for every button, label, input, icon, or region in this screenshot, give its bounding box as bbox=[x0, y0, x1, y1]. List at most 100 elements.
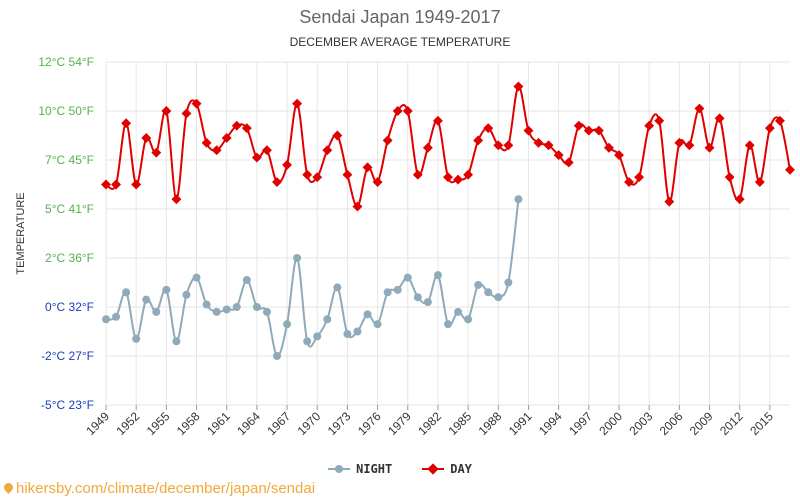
data-point-day bbox=[694, 103, 705, 114]
data-point-night bbox=[262, 307, 271, 316]
data-point-day bbox=[282, 159, 293, 170]
x-tick-label: 2006 bbox=[657, 409, 686, 438]
data-point-night bbox=[102, 315, 110, 324]
data-point-day bbox=[704, 142, 715, 153]
data-point-day bbox=[754, 177, 765, 187]
data-point-day bbox=[644, 120, 655, 131]
data-point-day bbox=[593, 125, 604, 136]
data-point-night bbox=[242, 276, 251, 285]
source-text: hikersby.com/climate/december/japan/send… bbox=[16, 480, 316, 497]
y-tick-label: 10°C 50°F bbox=[38, 104, 94, 118]
data-point-night bbox=[112, 312, 121, 321]
data-point-day bbox=[211, 145, 222, 156]
data-point-day bbox=[221, 133, 232, 143]
data-point-night bbox=[152, 307, 161, 316]
y-tick-label: -5°C 23°F bbox=[41, 398, 94, 412]
data-point-day bbox=[714, 113, 725, 124]
y-tick-label: 12°C 54°F bbox=[38, 55, 94, 69]
legend-night-label: NIGHT bbox=[356, 462, 393, 476]
data-point-night bbox=[132, 334, 141, 343]
data-point-night bbox=[232, 303, 241, 311]
data-point-night bbox=[454, 307, 463, 316]
source-link[interactable]: hikersby.com/climate/december/japan/send… bbox=[2, 480, 316, 497]
series-line-night bbox=[105, 199, 520, 358]
x-tick-label: 2000 bbox=[596, 409, 625, 438]
data-point-day bbox=[312, 172, 323, 183]
data-point-day bbox=[272, 177, 282, 187]
data-point-night bbox=[323, 315, 332, 324]
data-point-night bbox=[353, 327, 362, 336]
data-point-night bbox=[283, 320, 292, 329]
data-point-day bbox=[603, 142, 614, 153]
x-tick-label: 1988 bbox=[476, 409, 505, 438]
data-point-day bbox=[302, 169, 313, 180]
x-tick-label: 1949 bbox=[83, 409, 112, 438]
x-tick-label: 1970 bbox=[295, 409, 324, 438]
data-point-day bbox=[161, 106, 172, 116]
x-tick-label: 1994 bbox=[536, 409, 565, 438]
data-point-day bbox=[583, 125, 594, 136]
data-point-night bbox=[162, 285, 171, 294]
data-point-day bbox=[543, 140, 554, 151]
data-point-night bbox=[122, 288, 131, 297]
data-point-day bbox=[503, 140, 514, 151]
y-tick-label: 0°C 32°F bbox=[45, 300, 94, 314]
data-point-night bbox=[373, 320, 382, 329]
x-tick-label: 1961 bbox=[204, 409, 233, 438]
data-point-day bbox=[533, 137, 544, 148]
x-tick-label: 1952 bbox=[114, 409, 143, 438]
data-point-night bbox=[504, 278, 513, 287]
data-point-night bbox=[464, 315, 473, 324]
legend-night-marker-icon bbox=[328, 465, 351, 473]
data-point-night bbox=[393, 285, 402, 294]
data-point-night bbox=[383, 288, 392, 297]
chart-title: Sendai Japan 1949-2017 bbox=[299, 7, 501, 27]
data-point-day bbox=[121, 118, 132, 129]
data-point-night bbox=[413, 293, 422, 302]
data-point-night bbox=[293, 254, 302, 262]
x-tick-label: 2009 bbox=[687, 409, 716, 438]
legend-item-day[interactable]: DAY bbox=[422, 462, 472, 476]
legend-item-night[interactable]: NIGHT bbox=[328, 462, 392, 476]
x-tick-label: 1979 bbox=[385, 409, 414, 438]
data-point-day bbox=[473, 135, 484, 146]
data-point-day bbox=[523, 125, 534, 136]
data-point-day bbox=[443, 172, 453, 183]
data-point-day bbox=[171, 194, 182, 205]
legend-day-label: DAY bbox=[450, 462, 472, 476]
data-point-day bbox=[634, 172, 645, 183]
data-point-day bbox=[422, 142, 433, 153]
chart-subtitle: DECEMBER AVERAGE TEMPERATURE bbox=[289, 35, 511, 49]
data-point-night bbox=[444, 320, 452, 329]
y-tick-label: 2°C 36°F bbox=[45, 251, 94, 265]
data-point-day bbox=[251, 152, 262, 163]
data-point-night bbox=[202, 300, 211, 309]
data-point-night bbox=[343, 329, 352, 338]
x-tick-label: 2012 bbox=[717, 409, 746, 438]
data-point-night bbox=[403, 273, 412, 282]
data-point-day bbox=[322, 145, 333, 156]
data-point-night bbox=[433, 271, 442, 280]
data-point-day bbox=[231, 120, 242, 131]
data-point-day bbox=[372, 177, 383, 187]
data-point-day bbox=[684, 140, 695, 151]
x-tick-label: 1955 bbox=[144, 409, 173, 438]
data-point-day bbox=[111, 179, 122, 190]
data-point-day bbox=[453, 174, 464, 185]
data-point-day bbox=[362, 162, 373, 173]
data-point-night bbox=[303, 337, 312, 346]
data-point-day bbox=[764, 123, 775, 134]
data-point-day bbox=[624, 177, 635, 187]
x-tick-label: 1964 bbox=[234, 409, 263, 438]
data-point-night bbox=[172, 337, 181, 346]
data-point-night bbox=[423, 298, 432, 307]
data-point-night bbox=[142, 295, 151, 304]
data-point-day bbox=[181, 108, 192, 119]
data-point-night bbox=[484, 288, 493, 297]
location-pin-icon bbox=[2, 481, 15, 494]
legend: NIGHT DAY bbox=[0, 462, 800, 476]
data-point-day bbox=[141, 133, 152, 143]
data-point-night bbox=[192, 273, 201, 282]
x-tick-label: 1958 bbox=[174, 409, 203, 438]
